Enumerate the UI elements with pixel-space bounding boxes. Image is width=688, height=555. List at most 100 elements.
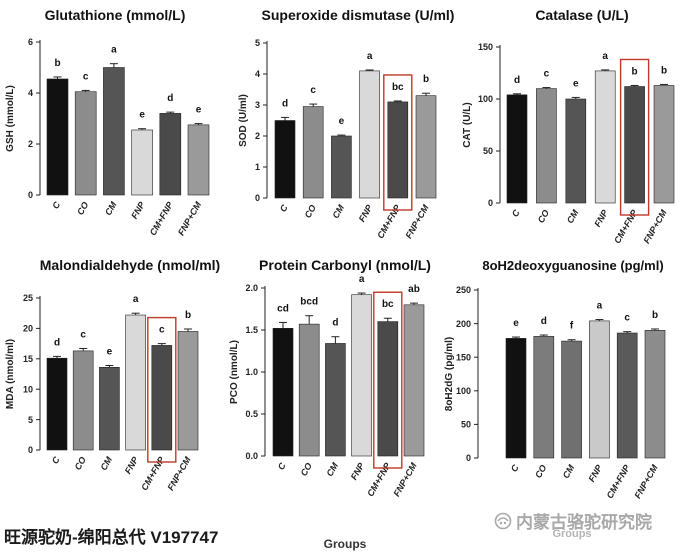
significance-letter: d [282, 98, 288, 109]
significance-letter: d [54, 337, 60, 348]
significance-letter: b [661, 65, 667, 76]
x-tick-label: C [276, 461, 288, 472]
significance-letter: a [597, 301, 603, 312]
x-tick-label: CO [536, 208, 551, 225]
significance-letter: b [652, 310, 658, 321]
significance-letter: d [167, 93, 173, 104]
chart-title: Protein Carbonyl (nmol/L) [259, 257, 431, 273]
x-tick-label: CO [303, 203, 318, 220]
significance-letter: c [159, 325, 165, 336]
bar [131, 129, 153, 196]
x-tick-label: CM [561, 463, 577, 481]
y-axis-label: PCO (nmol/L) [229, 340, 240, 404]
x-tick-label: FNP+CM [391, 461, 419, 499]
x-tick-label: CO [533, 463, 548, 480]
y-tick-label: 3 [255, 100, 260, 110]
x-tick-label: FNP+CM [403, 203, 431, 241]
x-axis-label-secondary: Groups [552, 528, 591, 540]
y-axis-label: 8oH2dG (pg/ml) [444, 337, 455, 411]
bar [187, 124, 210, 196]
bar [272, 328, 294, 457]
bar [533, 336, 555, 459]
footer-text: 旺源驼奶-绵阳总代 V197747 [4, 527, 218, 547]
y-tick-label: 0 [28, 190, 33, 200]
y-tick-label: 20 [23, 324, 33, 334]
x-tick-label: CM [324, 461, 340, 479]
y-tick-label: 2 [255, 131, 260, 141]
y-tick-label: 5 [28, 415, 33, 425]
bar [505, 338, 527, 459]
significance-letter: bc [392, 82, 404, 93]
y-tick-label: 0 [255, 193, 260, 203]
y-tick-label: 1.0 [245, 367, 258, 377]
chart-malondialdehyde: Malondialdehyde (nmol/ml) MDA (nmol/ml) 0 5… [5, 257, 220, 492]
y-tick-label: 0.0 [245, 451, 258, 461]
significance-letter: e [339, 116, 345, 127]
bar [387, 101, 409, 199]
x-tick-label: FNP [129, 199, 147, 220]
significance-letter: a [111, 45, 117, 56]
y-tick-label: 15 [23, 354, 33, 364]
chart-superoxide-dismutase: Superoxide dismutase (U/ml) SOD (U/ml) 0 1 2… [238, 7, 454, 240]
significance-letter: e [573, 78, 579, 89]
bar [325, 343, 346, 457]
significance-letter: cd [277, 303, 289, 314]
significance-letter: b [632, 66, 638, 77]
chart-catalase: Catalase (U/L) CAT (U/L) 0 50 100 150 d Cc CO e CM… [462, 7, 675, 245]
y-tick-label: 150 [456, 352, 471, 362]
x-tick-label: CM+FNP [605, 462, 633, 500]
y-tick-label: 50 [483, 146, 493, 156]
bar [46, 78, 69, 196]
bar [377, 321, 399, 457]
x-tick-label: FNP+CM [165, 455, 193, 493]
significance-letter: b [423, 74, 429, 85]
bar [125, 314, 146, 451]
x-tick-label: CM+FNP [365, 460, 393, 498]
x-tick-label: CO [73, 455, 88, 472]
significance-letter: e [139, 110, 145, 121]
x-tick-label: CM+FNP [139, 454, 167, 492]
y-axis-label: MDA (nmol/ml) [5, 339, 16, 409]
bar [177, 331, 199, 451]
bar [99, 367, 120, 451]
x-tick-label: CM+FNP [612, 207, 640, 245]
bar [159, 113, 182, 196]
wechat-icon [494, 512, 512, 530]
chart-glutathione: Glutathione (mmol/L) GSH (mmol/L) 0 2 4 6 b Cc C… [5, 7, 210, 237]
bar [561, 340, 582, 459]
significance-letter: d [514, 75, 520, 86]
y-tick-label: 200 [456, 319, 471, 329]
significance-letter: c [544, 69, 550, 80]
y-tick-label: 50 [461, 420, 471, 430]
watermark: 内蒙古骆驼研究院 [494, 512, 652, 532]
bar [302, 106, 324, 199]
chart-title: Superoxide dismutase (U/ml) [262, 7, 455, 23]
y-tick-label: 0.5 [245, 409, 258, 419]
highlight-box [383, 74, 413, 211]
bar [616, 332, 638, 459]
y-axis-label: CAT (U/L) [462, 102, 473, 147]
chart-title: Catalase (U/L) [535, 7, 628, 23]
bar [298, 323, 320, 457]
bar [589, 320, 610, 459]
bar [415, 95, 437, 199]
x-axis-label: Groups [324, 537, 367, 551]
significance-letter: e [513, 318, 519, 329]
x-tick-label: CM+FNP [375, 202, 403, 240]
y-tick-label: 150 [478, 42, 493, 52]
y-axis-label: GSH (mmol/L) [5, 85, 16, 152]
highlight-box [373, 291, 403, 469]
chart-8-oh-deoxyguanosine: 8oH2deoxyguanosine (pg/ml) 8oH2dG (pg/ml)… [444, 258, 666, 500]
x-tick-label: C [278, 203, 290, 214]
bar [74, 91, 97, 196]
bar [151, 345, 173, 451]
significance-letter: c [83, 71, 89, 82]
bar [594, 70, 616, 204]
chart-protein-carbonyl: Protein Carbonyl (nmol/L) PCO (nmol/L) 0.0… [229, 257, 431, 498]
significance-letter: c [80, 329, 86, 340]
significance-letter: d [332, 318, 338, 329]
bar [506, 94, 528, 204]
x-tick-label: C [510, 208, 522, 219]
bar [565, 98, 587, 204]
